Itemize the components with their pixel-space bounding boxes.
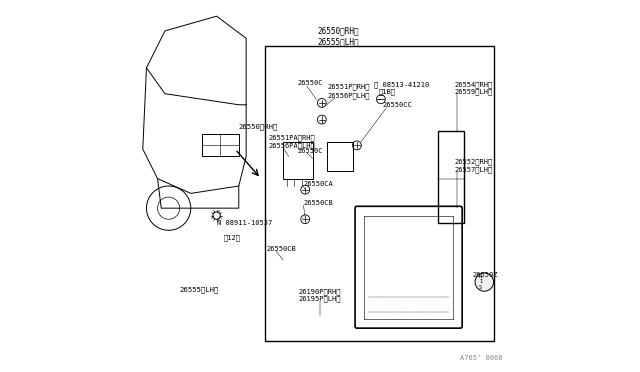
Bar [202,134,239,157]
Text: 26557〈LH〉: 26557〈LH〉 [455,166,493,173]
Text: 26550CB: 26550CB [266,246,296,252]
Text: 26551P〈RH〉: 26551P〈RH〉 [328,83,370,90]
Text: （12）: （12） [224,234,241,241]
Text: 26550C: 26550C [298,80,323,86]
Text: Ⓜ 08513-41210: Ⓜ 08513-41210 [374,81,429,88]
Bar [438,131,464,223]
Text: 26550CA: 26550CA [303,181,333,187]
Text: 26550C: 26550C [298,148,323,154]
Circle shape [475,273,493,291]
Text: 26195P〈LH〉: 26195P〈LH〉 [299,295,341,302]
Text: N
I
S: N I S [479,274,482,290]
Text: 26550〈RH〉: 26550〈RH〉 [239,124,278,130]
Text: 26555〈LH〉: 26555〈LH〉 [180,286,219,293]
Text: 26551PA〈RH〉: 26551PA〈RH〉 [268,135,315,141]
Text: 26556P〈LH〉: 26556P〈LH〉 [328,92,370,99]
Text: A765’ 0068: A765’ 0068 [460,355,503,361]
Text: 26550CC: 26550CC [383,102,413,108]
Text: （1B）: （1B） [379,89,396,95]
Bar [283,142,312,179]
Text: 26550CB: 26550CB [303,200,333,206]
Text: 26556PA〈LH〉: 26556PA〈LH〉 [268,142,315,149]
Bar [328,142,353,171]
Text: N 08911-10537: N 08911-10537 [216,220,272,226]
Text: 26550Z: 26550Z [472,272,498,278]
Text: 26552〈RH〉: 26552〈RH〉 [455,159,493,165]
Text: 26555〈LH〉: 26555〈LH〉 [317,38,359,46]
Text: 26559〈LH〉: 26559〈LH〉 [455,89,493,95]
Bar [264,46,493,341]
Text: 26190P〈RH〉: 26190P〈RH〉 [299,288,341,295]
Text: 26550〈RH〉: 26550〈RH〉 [317,26,359,35]
Text: 26554〈RH〉: 26554〈RH〉 [455,81,493,88]
